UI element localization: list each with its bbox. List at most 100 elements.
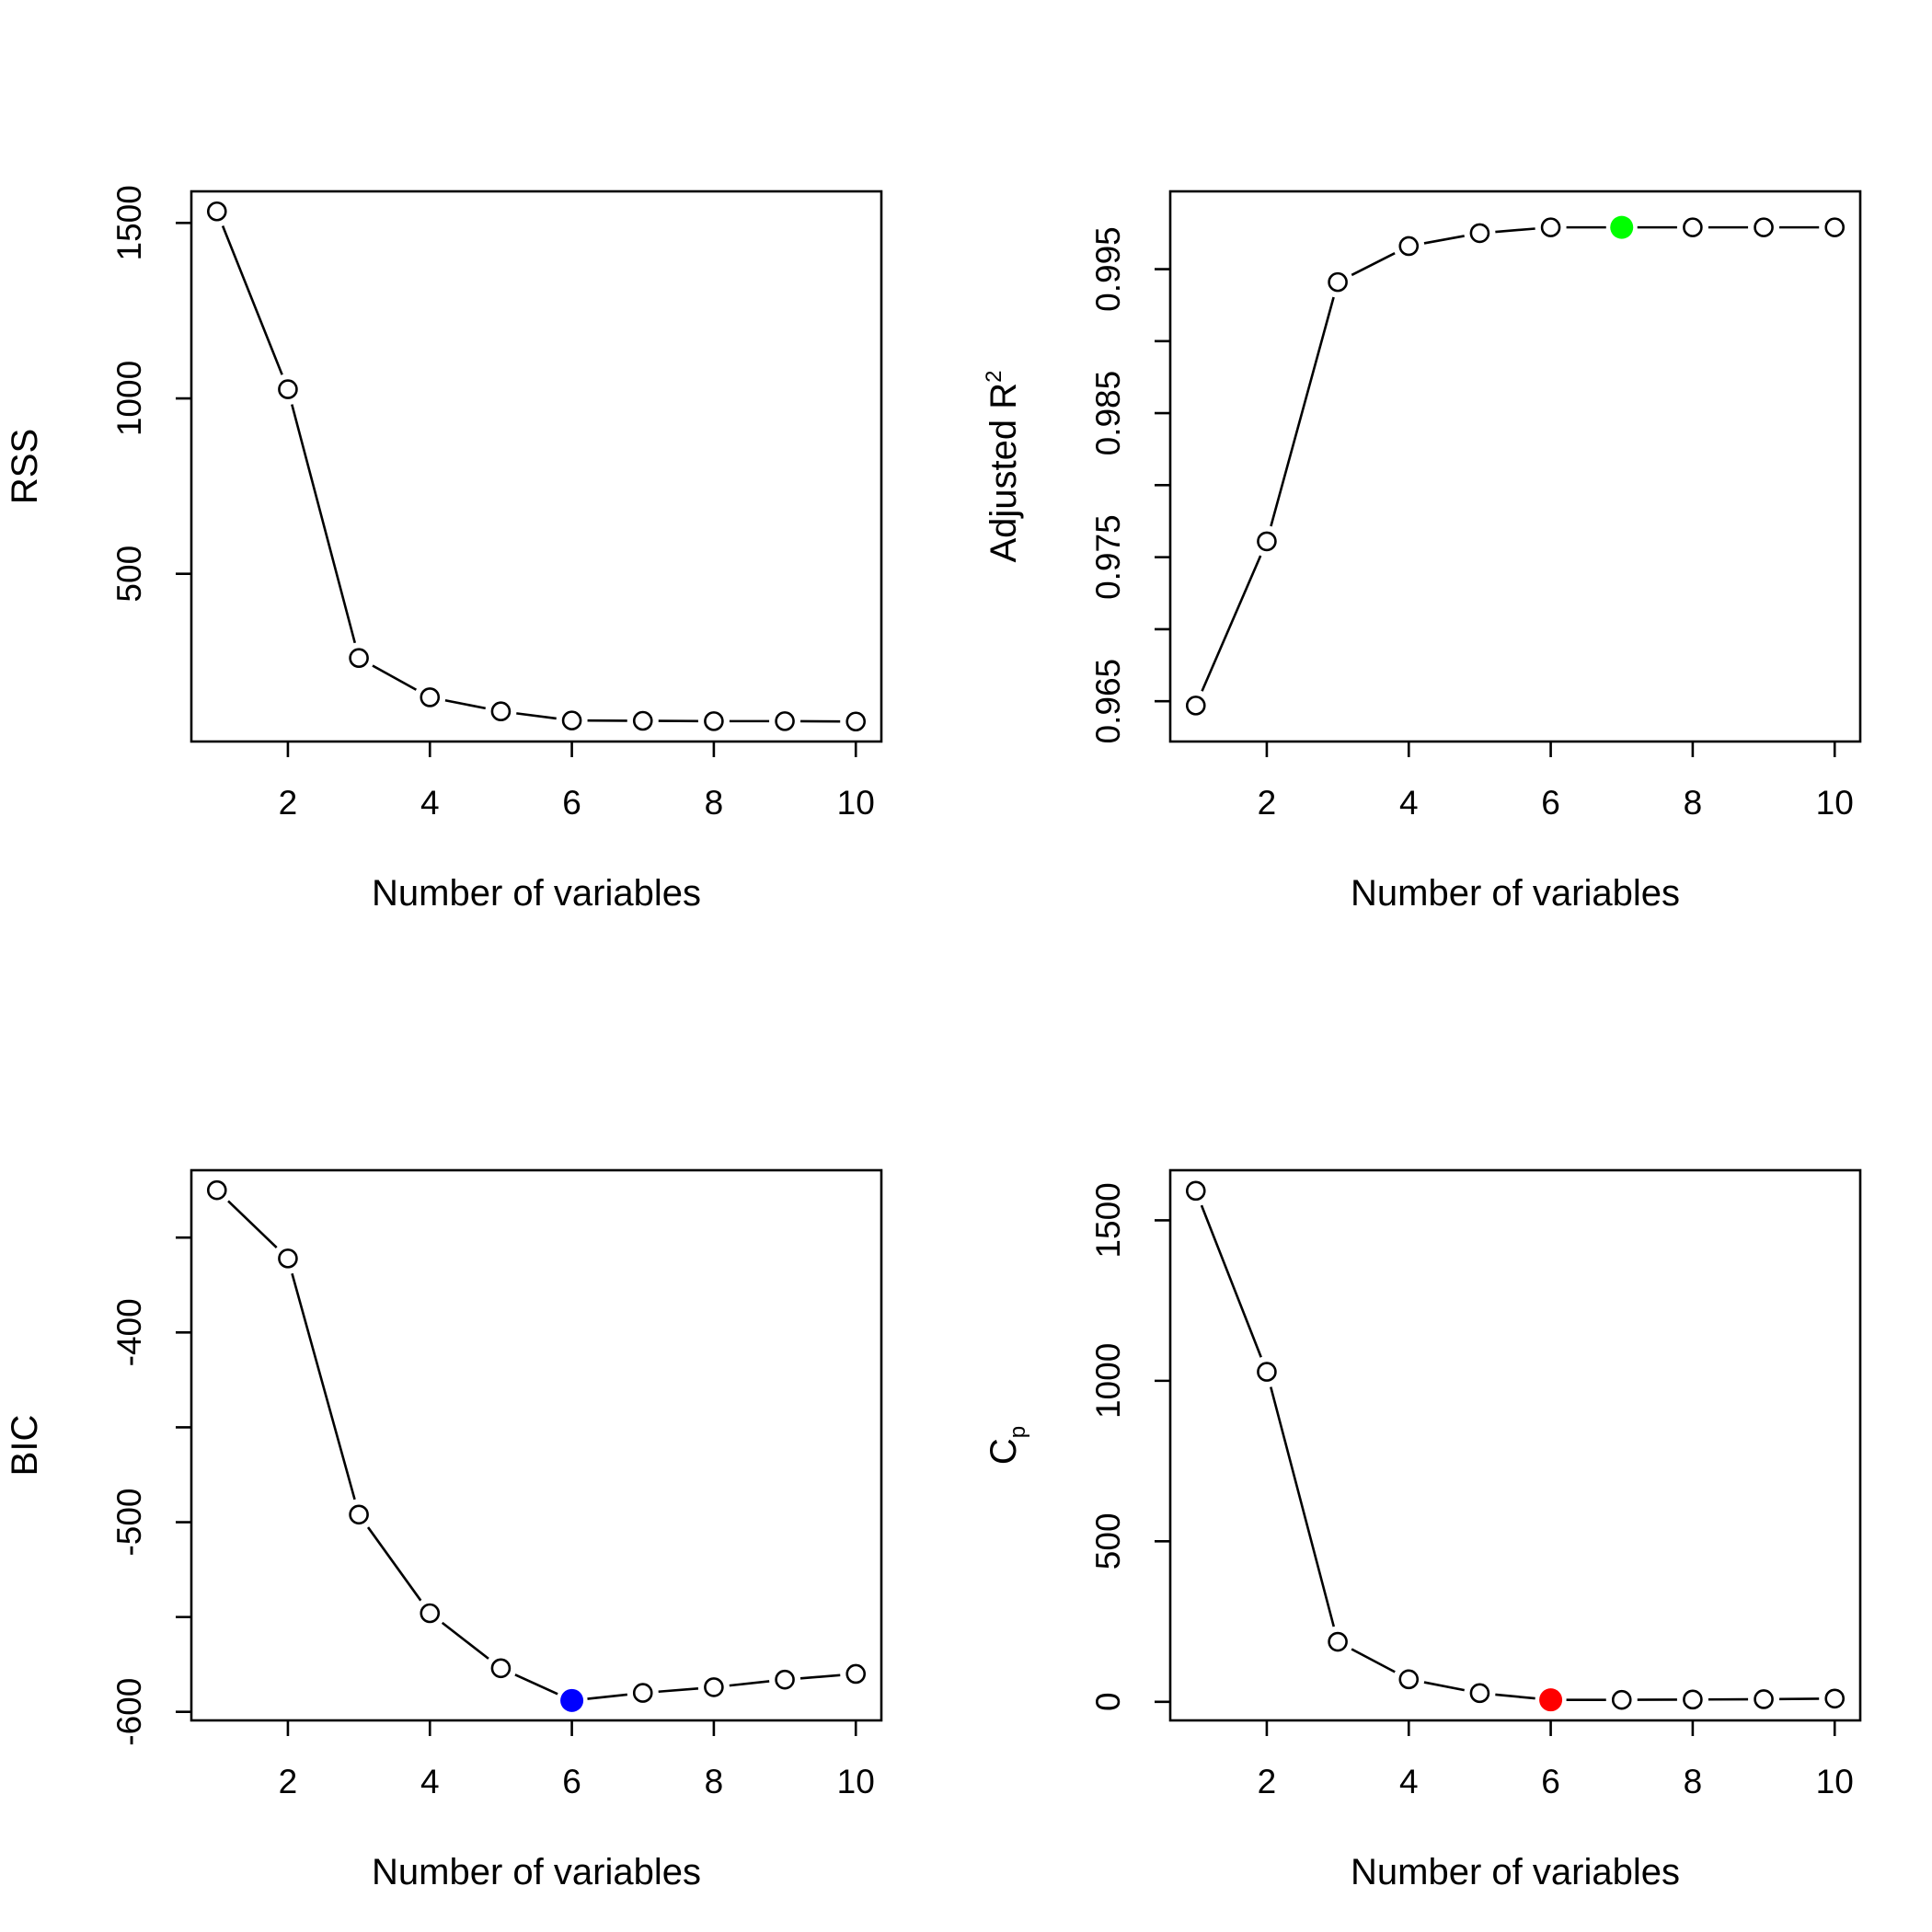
chart-2: 2 4 6 8 10 0.965 0.975 0.985 0.995 Number of vari… (982, 190, 1862, 914)
chart-3-series-segment (799, 1673, 841, 1680)
chart-4-y-tick-label: 1000 (1089, 1343, 1127, 1419)
chart-1: 2 4 6 8 10 500 1000 1500 Number of variables RSS (5, 185, 883, 914)
chart-3-x-axis-title: Number of variables (372, 1852, 701, 1892)
chart-1-x-tick-label: 10 (837, 784, 875, 822)
chart-3-x-tick-label: 6 (562, 1763, 581, 1800)
chart-4-y-tick-label: 500 (1089, 1512, 1127, 1570)
chart-4-data-point (1185, 1180, 1206, 1202)
chart-2-y-tick-label: 0.985 (1089, 371, 1127, 456)
chart-3-x-tick-label: 10 (837, 1763, 875, 1800)
chart-4-data-point (1824, 1688, 1846, 1709)
chart-3-x-tick-label: 8 (705, 1763, 724, 1800)
chart-3-data-point (632, 1683, 653, 1703)
chart-3-data-point (490, 1658, 512, 1679)
chart-3-series-segment (658, 1686, 699, 1694)
chart-2-data-point (1540, 217, 1561, 237)
chart-2-data-point (1257, 531, 1277, 552)
chart-2-plot-frame (1168, 190, 1862, 743)
chart-3-y-axis-title-text: BIC (5, 1415, 45, 1477)
chart-2-series-segment (1423, 235, 1465, 245)
chart-4-y-tick-label: 1500 (1089, 1182, 1127, 1258)
chart-2-highlight-point (1610, 215, 1634, 239)
chart-4-y-axis-title-text: C (983, 1438, 1024, 1465)
chart-1-data-point (561, 710, 582, 730)
chart-1-x-tick-label: 4 (420, 784, 440, 822)
chart-1-data-point (632, 710, 653, 731)
chart-2-y-axis-title: Adjusted R2 (982, 370, 1024, 562)
chart-1-y-axis-title-text: RSS (5, 429, 45, 504)
chart-4-data-point (1398, 1669, 1420, 1690)
chart-3-plot-frame (190, 1168, 883, 1722)
chart-3-series-segment (514, 1673, 558, 1696)
chart-2-data-point (1328, 271, 1348, 293)
chart-3-data-point (206, 1179, 227, 1201)
chart-4-series-segment (1270, 1386, 1336, 1627)
chart-3-data-point (349, 1504, 369, 1525)
chart-2-data-point (1824, 217, 1846, 237)
chart-2-y-axis-title-text: Adjusted R (983, 383, 1024, 563)
chart-2-series-segment (1201, 555, 1262, 692)
chart-4-data-point (1754, 1689, 1774, 1709)
chart-3-series-segment (587, 1693, 627, 1700)
chart-2-y-tick-label: 0.965 (1089, 659, 1127, 744)
chart-2-x-tick-label: 6 (1541, 784, 1560, 822)
chart-2-series-segment (1351, 252, 1396, 277)
chart-1-data-point (845, 711, 867, 732)
chart-1-plot-frame (190, 190, 883, 743)
chart-3-data-point (775, 1669, 795, 1690)
chart-4-y-axis-title: Cp (983, 1426, 1030, 1465)
chart-3: 2 4 6 8 10 -400 -500 -600 Number of variables BIC (5, 1168, 883, 1892)
chart-4-series-segment (1200, 1204, 1262, 1358)
chart-3-y-tick-label: -600 (110, 1678, 148, 1746)
chart-4-series-segment (1495, 1693, 1535, 1700)
chart-4-data-point (1469, 1683, 1490, 1704)
chart-3-y-tick-label: -400 (110, 1298, 148, 1366)
chart-2-data-point (1469, 223, 1490, 244)
chart-4-data-point (1683, 1689, 1703, 1710)
chart-2-x-tick-label: 8 (1684, 784, 1703, 822)
chart-3-data-point (704, 1677, 724, 1697)
chart-3-series-segment (291, 1272, 356, 1501)
chart-4-series-segment (1351, 1648, 1396, 1673)
chart-3-x-tick-label: 2 (279, 1763, 298, 1800)
chart-4-data-point (1257, 1362, 1277, 1382)
chart-4-x-tick-label: 2 (1258, 1763, 1277, 1800)
chart-4-plot-frame (1168, 1168, 1862, 1722)
chart-3-data-point (845, 1663, 867, 1685)
chart-2-x-tick-label: 4 (1399, 784, 1419, 822)
chart-4-x-tick-label: 4 (1399, 1763, 1419, 1800)
chart-1-data-point (420, 687, 441, 707)
chart-4-data-point (1611, 1689, 1632, 1710)
chart-1-series-segment (444, 698, 486, 710)
chart-1-series-segment (291, 404, 357, 644)
chart-4-x-axis-title: Number of variables (1351, 1852, 1680, 1892)
chart-1-x-tick-label: 8 (705, 784, 724, 822)
chart-1-x-axis-title: Number of variables (372, 873, 701, 914)
chart-4-y-tick-label: 0 (1089, 1692, 1127, 1711)
chart-4-x-tick-label: 8 (1684, 1763, 1703, 1800)
chart-3-x-tick-label: 4 (420, 1763, 440, 1800)
chart-1-data-point (704, 711, 724, 731)
chart-4: 2 4 6 8 10 0 500 1000 1500 Number of variables Cp (983, 1168, 1862, 1892)
chart-1-series-segment (516, 712, 557, 720)
chart-3-series-segment (441, 1621, 489, 1660)
chart-3-data-point (420, 1603, 441, 1624)
chart-4-x-tick-label: 10 (1816, 1763, 1854, 1800)
chart-1-y-tick-label: 500 (110, 546, 148, 603)
chart-2-x-tick-label: 10 (1816, 784, 1854, 822)
chart-1-data-point (775, 711, 795, 731)
chart-1-y-tick-label: 1500 (110, 185, 148, 260)
chart-4-x-tick-label: 6 (1541, 1763, 1560, 1800)
chart-3-series-segment (729, 1680, 770, 1687)
chart-3-highlight-point (560, 1688, 584, 1712)
chart-1-data-point (490, 701, 512, 722)
chart-3-series-segment (227, 1200, 278, 1249)
chart-2-x-tick-label: 2 (1258, 784, 1277, 822)
chart-4-series-segment (1423, 1681, 1465, 1692)
chart-2-series-segment (1270, 296, 1335, 527)
chart-1-series-segment (221, 225, 283, 375)
chart-4-y-axis-title-subscript: p (1006, 1426, 1030, 1438)
chart-2-y-tick-label: 0.975 (1089, 514, 1127, 600)
chart-4-highlight-point (1539, 1688, 1563, 1712)
chart-2-x-axis-title: Number of variables (1351, 873, 1680, 914)
